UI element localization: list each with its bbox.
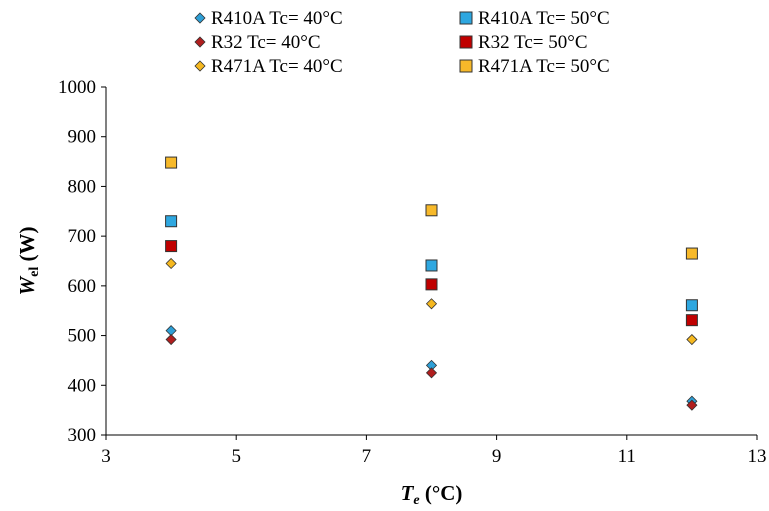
data-points xyxy=(165,156,698,411)
y-axis-title-main: W xyxy=(15,276,39,296)
x-axis: 3 5 7 9 11 13 xyxy=(101,435,767,467)
y-tick-label: 700 xyxy=(68,226,97,247)
x-tick-label: 13 xyxy=(748,446,767,467)
y-tick-label: 600 xyxy=(68,276,97,297)
data-point-series-4 xyxy=(686,333,698,346)
legend-marker xyxy=(459,35,473,49)
y-tick-label: 300 xyxy=(68,425,97,446)
x-axis-title: Te (°C) xyxy=(401,481,463,508)
legend-label: R410A Tc= 40°C xyxy=(211,8,343,29)
data-point-series-3 xyxy=(165,240,178,253)
x-axis-title-sub: e xyxy=(413,493,419,508)
plot-area: 300 400 500 600 700 800 900 1000 3 5 7 9 11 13 xyxy=(58,77,767,467)
y-axis: 300 400 500 600 700 800 900 1000 xyxy=(58,77,106,446)
y-axis-title: Wel (W) xyxy=(15,226,42,295)
legend-label: R471A Tc= 50°C xyxy=(478,56,610,77)
legend-label: R32 Tc= 50°C xyxy=(478,32,588,53)
y-tick-label: 800 xyxy=(68,176,97,197)
data-point-series-3 xyxy=(425,278,438,291)
x-tick-label: 9 xyxy=(492,446,502,467)
y-axis-title-rest: (W) xyxy=(15,226,39,266)
data-point-series-2 xyxy=(165,333,177,346)
data-point-series-1 xyxy=(165,215,178,228)
data-point-series-5 xyxy=(685,247,698,260)
y-axis-title-sub: el xyxy=(27,267,42,277)
legend-label: R410A Tc= 50°C xyxy=(478,8,610,29)
x-tick-label: 11 xyxy=(618,446,636,467)
y-tick-label: 1000 xyxy=(58,77,96,98)
legend-marker xyxy=(459,11,473,25)
legend-marker xyxy=(194,36,206,48)
data-point-series-4 xyxy=(165,257,177,270)
legend-label: R471A Tc= 40°C xyxy=(211,56,343,77)
data-point-series-2 xyxy=(686,399,698,411)
data-point-series-1 xyxy=(425,259,438,272)
data-point-series-2 xyxy=(425,367,438,379)
x-tick-label: 7 xyxy=(362,446,372,467)
data-point-series-1 xyxy=(685,299,698,312)
x-tick-label: 3 xyxy=(101,446,111,467)
legend-marker xyxy=(194,60,206,72)
data-point-series-4 xyxy=(425,298,438,310)
data-point-series-5 xyxy=(425,204,438,217)
legend: R410A Tc= 40°C R410A Tc= 50°C R32 Tc= 40°C… xyxy=(194,8,610,77)
y-tick-label: 900 xyxy=(68,127,97,148)
y-tick-label: 400 xyxy=(68,375,97,396)
x-tick-label: 5 xyxy=(231,446,241,467)
y-tick-label: 500 xyxy=(68,326,97,347)
legend-label: R32 Tc= 40°C xyxy=(211,32,321,53)
data-point-series-5 xyxy=(165,156,178,169)
legend-marker xyxy=(194,12,206,24)
legend-marker xyxy=(459,59,473,73)
x-axis-title-rest: (°C) xyxy=(420,481,463,505)
data-point-series-3 xyxy=(685,314,698,327)
x-axis-title-main: T xyxy=(401,481,415,505)
